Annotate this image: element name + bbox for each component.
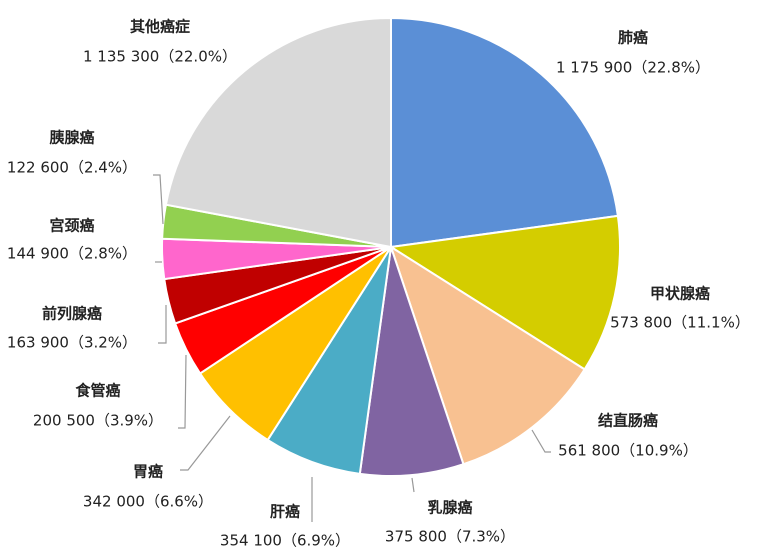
slice-label: 结直肠癌 bbox=[598, 412, 658, 430]
value-label: 561 800（10.9%） bbox=[558, 442, 698, 460]
leader-line bbox=[178, 354, 187, 429]
value-label: 144 900（2.8%） bbox=[7, 245, 137, 263]
pie-slice bbox=[390, 16, 620, 249]
value-label: 354 100（6.9%） bbox=[220, 532, 350, 550]
slice-label: 前列腺癌 bbox=[42, 305, 102, 323]
value-label: 122 600（2.4%） bbox=[7, 159, 137, 177]
leader-line bbox=[411, 477, 415, 493]
pie-slice bbox=[358, 246, 465, 477]
leader-line bbox=[531, 429, 551, 453]
slice-label: 肝癌 bbox=[270, 503, 300, 521]
slice-label: 肺癌 bbox=[618, 29, 648, 47]
slice-label: 胰腺癌 bbox=[49, 129, 94, 147]
slice-label: 食管癌 bbox=[75, 382, 120, 400]
pie-slice bbox=[389, 244, 586, 466]
leader-line bbox=[158, 305, 167, 344]
leader-line bbox=[153, 174, 164, 225]
pie-slice bbox=[388, 214, 621, 371]
value-label: 1 135 300（22.0%） bbox=[83, 48, 237, 66]
slice-label: 胃癌 bbox=[133, 463, 163, 481]
value-label: 163 900（3.2%） bbox=[7, 334, 137, 352]
pie-slice bbox=[164, 16, 392, 249]
leader-line bbox=[180, 415, 231, 471]
slice-label: 其他癌症 bbox=[130, 18, 190, 36]
value-label: 573 800（11.1%） bbox=[610, 314, 750, 332]
value-label: 342 000（6.6%） bbox=[83, 493, 213, 511]
value-label: 1 175 900（22.8%） bbox=[556, 59, 710, 77]
value-label: 375 800（7.3%） bbox=[385, 528, 515, 546]
slice-label: 甲状腺癌 bbox=[650, 285, 710, 303]
value-label: 200 500（3.9%） bbox=[33, 412, 163, 430]
slice-label: 乳腺癌 bbox=[427, 499, 472, 517]
slice-label: 宫颈癌 bbox=[49, 217, 94, 235]
